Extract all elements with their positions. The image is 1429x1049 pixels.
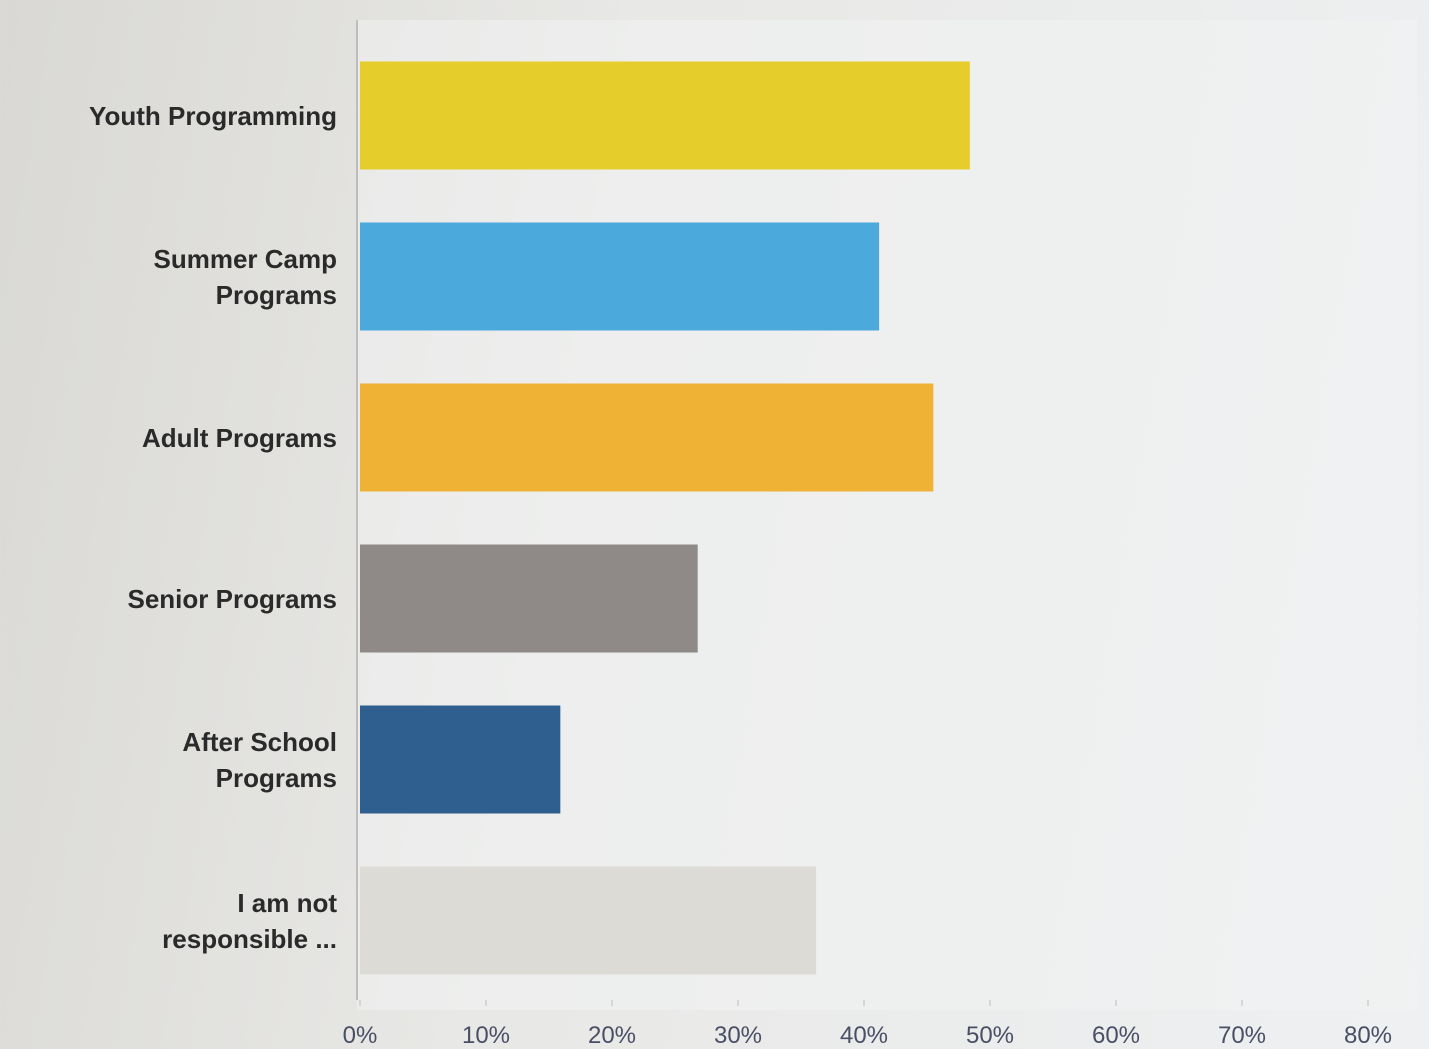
x-tick-label: 30% xyxy=(713,1022,763,1049)
plot-area xyxy=(357,20,1417,1010)
x-tick-label: 80% xyxy=(1343,1022,1393,1049)
x-tick-label: 20% xyxy=(587,1022,637,1049)
y-tick-label: Senior Programs xyxy=(127,583,337,614)
x-tick-label: 60% xyxy=(1091,1022,1141,1049)
x-tick-label: 0% xyxy=(342,1022,378,1049)
bar xyxy=(360,383,934,492)
x-tick-label: 50% xyxy=(965,1022,1015,1049)
bar xyxy=(360,544,698,653)
y-tick-label: Summer Camp Programs xyxy=(153,243,338,310)
bar xyxy=(360,866,817,975)
x-tick-label: 40% xyxy=(839,1022,889,1049)
x-tick-label: 10% xyxy=(461,1022,511,1049)
y-tick-label: Adult Programs xyxy=(141,422,337,453)
y-tick-label: After School Programs xyxy=(182,726,337,793)
bar xyxy=(360,705,561,814)
bar xyxy=(360,222,880,331)
y-tick-label: I am not responsible ... xyxy=(162,887,337,954)
bar xyxy=(360,61,970,170)
x-tick-label: 70% xyxy=(1217,1022,1267,1049)
y-tick-label: Youth Programming xyxy=(89,100,337,131)
